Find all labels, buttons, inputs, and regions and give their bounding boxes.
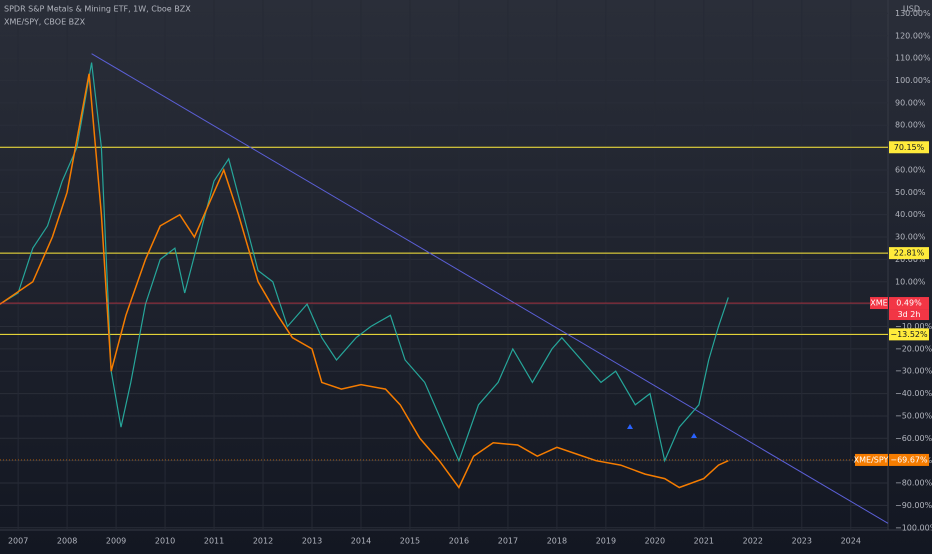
hline-badge bbox=[889, 141, 929, 154]
y-tick-label: 20.00% bbox=[895, 255, 926, 264]
currency: USD bbox=[903, 5, 920, 14]
y-tick-label: −20.00% bbox=[895, 344, 932, 353]
y-tick-label: −40.00% bbox=[895, 389, 932, 398]
y-tick-label: 60.00% bbox=[895, 165, 926, 174]
x-tick-label: 2007 bbox=[8, 537, 28, 546]
x-tick-label: 2017 bbox=[498, 537, 518, 546]
x-tick-label: 2010 bbox=[155, 537, 175, 546]
x-tick-label: 2018 bbox=[547, 537, 567, 546]
axis: −100.00%−90.00%−80.00%−70.00%−60.00%−50.… bbox=[8, 9, 932, 546]
last-value-badge bbox=[889, 453, 929, 466]
hline-badge bbox=[889, 247, 929, 260]
plot bbox=[0, 53, 889, 524]
y-tick-label: −100.00% bbox=[895, 523, 932, 532]
x-tick-label: 2023 bbox=[792, 537, 812, 546]
y-tick-label: 100.00% bbox=[895, 76, 931, 85]
chart-subtitle: XME/SPY, CBOE BZX bbox=[4, 18, 86, 27]
series-name: XME bbox=[870, 299, 887, 308]
x-tick-label: 2011 bbox=[204, 537, 224, 546]
last-value-badge bbox=[889, 297, 929, 310]
x-tick-label: 2013 bbox=[302, 537, 322, 546]
y-tick-label: −90.00% bbox=[895, 501, 932, 510]
y-tick-label: −80.00% bbox=[895, 479, 932, 488]
y-tick-label: −60.00% bbox=[895, 434, 932, 443]
countdown: 3d 2h bbox=[898, 310, 921, 319]
hline-label: 70.15% bbox=[894, 143, 925, 152]
x-tick-label: 2009 bbox=[106, 537, 126, 546]
series-line bbox=[0, 73, 729, 489]
countdown-badge bbox=[889, 309, 929, 321]
x-tick-label: 2016 bbox=[449, 537, 469, 546]
y-tick-label: 80.00% bbox=[895, 121, 926, 130]
x-tick-label: 2019 bbox=[596, 537, 616, 546]
x-tick-label: 2021 bbox=[694, 537, 714, 546]
y-tick-label: 10.00% bbox=[895, 277, 926, 286]
marker-arrow bbox=[627, 424, 633, 429]
y-tick-label: 30.00% bbox=[895, 233, 926, 242]
hline-badge bbox=[889, 328, 929, 341]
y-tick-label: 120.00% bbox=[895, 31, 931, 40]
y-tick-label: 130.00% bbox=[895, 9, 931, 18]
trendline bbox=[91, 53, 889, 524]
x-tick-label: 2012 bbox=[253, 537, 273, 546]
y-tick-label: 90.00% bbox=[895, 98, 926, 107]
series-name-badge bbox=[855, 453, 888, 466]
x-tick-label: 2022 bbox=[743, 537, 763, 546]
last-value-label: 0.49% bbox=[896, 299, 922, 308]
series-name-badge bbox=[870, 297, 888, 310]
x-tick-label: 2024 bbox=[841, 537, 861, 546]
x-tick-label: 2020 bbox=[645, 537, 665, 546]
x-tick-label: 2015 bbox=[400, 537, 420, 546]
y-tick-label: 110.00% bbox=[895, 54, 931, 63]
x-tick-label: 2014 bbox=[351, 537, 371, 546]
chart-title: SPDR S&P Metals & Mining ETF, 1W, Cboe B… bbox=[4, 5, 191, 14]
series-name: XME/SPY bbox=[854, 455, 889, 464]
y-tick-label: −50.00% bbox=[895, 411, 932, 420]
y-tick-label: 50.00% bbox=[895, 188, 926, 197]
y-tick-label: −30.00% bbox=[895, 367, 932, 376]
hline-label: −13.52% bbox=[890, 330, 928, 339]
y-tick-label: −10.00% bbox=[895, 322, 932, 331]
hline-label: 22.81% bbox=[894, 249, 925, 258]
y-tick-label: 40.00% bbox=[895, 210, 926, 219]
marker-arrow bbox=[691, 433, 697, 438]
last-value-label: −69.67% bbox=[890, 455, 928, 464]
x-tick-label: 2008 bbox=[57, 537, 77, 546]
